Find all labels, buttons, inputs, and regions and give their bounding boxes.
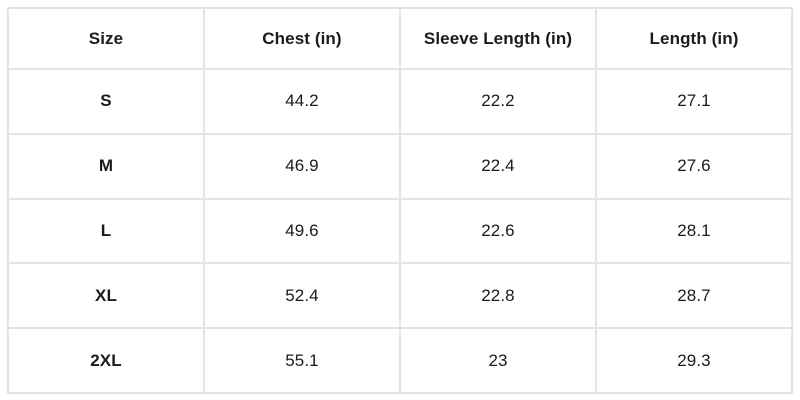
chest-cell: 55.1 <box>203 327 401 394</box>
column-header-sleeve-length: Sleeve Length (in) <box>399 7 597 70</box>
size-cell: XL <box>7 262 205 330</box>
length-cell: 29.3 <box>595 327 793 394</box>
table-row: XL 52.4 22.8 28.7 <box>7 262 793 330</box>
length-cell: 27.1 <box>595 68 793 135</box>
column-header-size: Size <box>7 7 205 70</box>
chest-cell: 46.9 <box>203 132 401 200</box>
length-cell: 27.6 <box>595 132 793 200</box>
column-header-chest: Chest (in) <box>203 7 401 70</box>
table-header-row: Size Chest (in) Sleeve Length (in) Lengt… <box>7 7 793 70</box>
table-row: M 46.9 22.4 27.6 <box>7 132 793 200</box>
size-cell: M <box>7 132 205 200</box>
size-chart-table: Size Chest (in) Sleeve Length (in) Lengt… <box>7 7 793 394</box>
table-row: L 49.6 22.6 28.1 <box>7 197 793 265</box>
size-cell: L <box>7 197 205 265</box>
chest-cell: 52.4 <box>203 262 401 330</box>
sleeve-length-cell: 22.8 <box>399 262 597 330</box>
table-row: 2XL 55.1 23 29.3 <box>7 327 793 394</box>
sleeve-length-cell: 22.6 <box>399 197 597 265</box>
column-header-length: Length (in) <box>595 7 793 70</box>
sleeve-length-cell: 22.2 <box>399 68 597 135</box>
size-cell: 2XL <box>7 327 205 394</box>
size-cell: S <box>7 68 205 135</box>
sleeve-length-cell: 23 <box>399 327 597 394</box>
chest-cell: 49.6 <box>203 197 401 265</box>
length-cell: 28.1 <box>595 197 793 265</box>
sleeve-length-cell: 22.4 <box>399 132 597 200</box>
table-row: S 44.2 22.2 27.1 <box>7 68 793 135</box>
chest-cell: 44.2 <box>203 68 401 135</box>
length-cell: 28.7 <box>595 262 793 330</box>
